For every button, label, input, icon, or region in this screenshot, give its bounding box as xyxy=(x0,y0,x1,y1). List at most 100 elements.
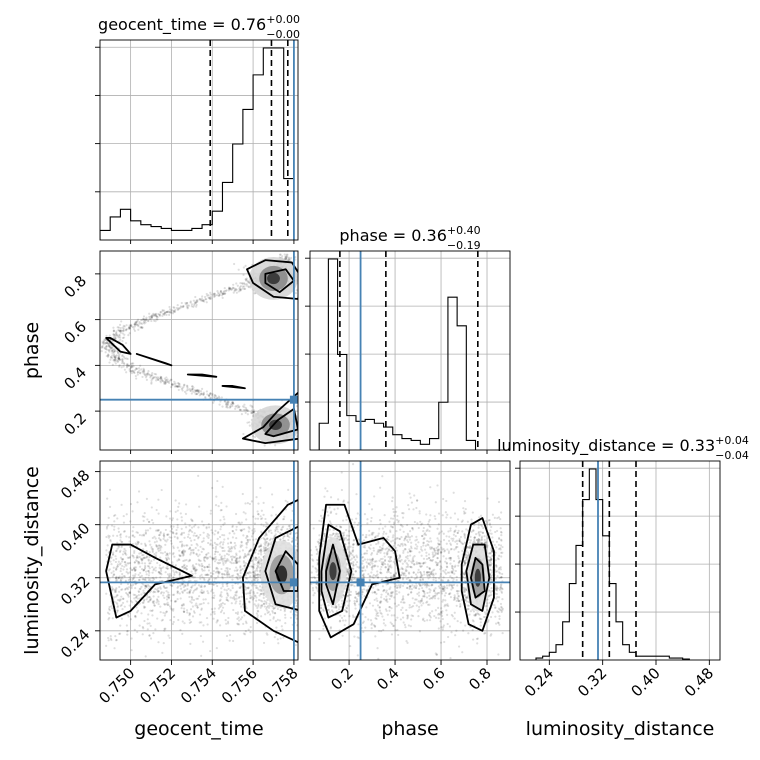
sample-point xyxy=(176,598,179,601)
sample-point xyxy=(243,287,247,290)
sample-point xyxy=(115,334,118,337)
sample-point xyxy=(131,325,134,328)
sample-point xyxy=(132,554,135,558)
sample-point xyxy=(165,558,169,561)
sample-point xyxy=(233,598,236,601)
sample-point xyxy=(212,572,215,575)
sample-point xyxy=(135,606,138,609)
sample-point xyxy=(156,318,159,321)
sample-point xyxy=(122,514,125,518)
sample-point xyxy=(131,554,134,557)
sample-point xyxy=(149,637,153,640)
sample-point xyxy=(195,389,199,392)
sample-point xyxy=(126,362,129,366)
sample-point xyxy=(116,517,119,520)
sample-point xyxy=(185,568,188,571)
sample-point xyxy=(155,318,158,321)
sample-point xyxy=(143,542,147,545)
truth-marker xyxy=(289,395,298,404)
sample-point xyxy=(273,612,277,615)
sample-point xyxy=(107,343,110,346)
sample-point xyxy=(245,592,248,595)
sample-point xyxy=(122,521,126,524)
sample-point xyxy=(306,429,308,431)
sample-point xyxy=(246,413,249,416)
sample-point xyxy=(190,305,193,308)
sample-point xyxy=(222,563,225,566)
sample-point xyxy=(244,407,248,410)
sample-point xyxy=(274,530,277,533)
sample-point xyxy=(243,406,246,409)
sample-point xyxy=(226,592,229,595)
sample-point xyxy=(225,401,228,404)
sample-point xyxy=(102,341,105,345)
sample-point xyxy=(203,566,206,569)
sample-point xyxy=(238,560,241,563)
sample-point xyxy=(142,599,146,602)
sample-point xyxy=(203,566,206,569)
sample-point xyxy=(227,549,230,553)
sample-point xyxy=(166,310,169,314)
sample-point xyxy=(301,613,303,615)
sample-point xyxy=(236,284,239,287)
sample-point xyxy=(124,552,127,555)
sample-point xyxy=(167,591,170,594)
sample-point xyxy=(289,531,292,534)
sample-point xyxy=(252,566,255,570)
sample-point xyxy=(180,604,183,607)
sample-point xyxy=(186,535,190,539)
sample-point xyxy=(119,624,122,627)
sample-point xyxy=(109,358,112,361)
sample-point xyxy=(182,531,186,534)
sample-point xyxy=(125,363,129,366)
sample-point xyxy=(151,377,154,381)
sample-point xyxy=(117,328,120,332)
sample-point xyxy=(208,566,211,569)
sample-point xyxy=(163,596,166,599)
sample-point xyxy=(298,426,300,428)
sample-point xyxy=(164,381,167,384)
sample-point xyxy=(264,546,267,550)
sample-point xyxy=(152,595,155,598)
sample-point xyxy=(132,362,135,365)
sample-point xyxy=(129,502,133,506)
sample-point xyxy=(257,573,260,576)
sample-point xyxy=(211,557,214,560)
sample-point xyxy=(116,534,119,537)
sample-point xyxy=(104,347,108,351)
sample-point xyxy=(224,619,227,622)
sample-point xyxy=(142,534,146,537)
sample-point xyxy=(112,350,115,354)
sample-point xyxy=(247,286,251,289)
sample-point xyxy=(137,562,140,565)
sample-point xyxy=(107,353,110,356)
sample-point xyxy=(283,608,286,611)
sample-point xyxy=(187,560,190,563)
sample-point xyxy=(267,530,270,533)
sample-point xyxy=(197,391,200,394)
sample-point xyxy=(170,527,174,530)
sample-point xyxy=(242,511,245,514)
sample-point xyxy=(177,505,180,509)
sample-point xyxy=(134,568,137,572)
sample-point xyxy=(198,390,201,393)
sample-point xyxy=(190,539,193,542)
sample-point xyxy=(142,601,145,604)
sample-point xyxy=(226,567,229,570)
sample-point xyxy=(266,537,269,540)
sample-point xyxy=(121,597,125,600)
sample-point xyxy=(142,315,146,318)
sample-point xyxy=(303,569,305,571)
sample-point xyxy=(207,534,211,537)
sample-point xyxy=(200,568,204,571)
sample-point xyxy=(202,558,206,561)
sample-point xyxy=(150,547,153,550)
sample-point xyxy=(110,556,113,559)
sample-point xyxy=(123,530,126,533)
sample-point xyxy=(217,570,220,573)
sample-point xyxy=(191,388,194,391)
sample-point xyxy=(113,333,116,337)
sample-point xyxy=(287,525,290,528)
sample-point xyxy=(145,374,148,377)
sample-point xyxy=(195,562,198,566)
